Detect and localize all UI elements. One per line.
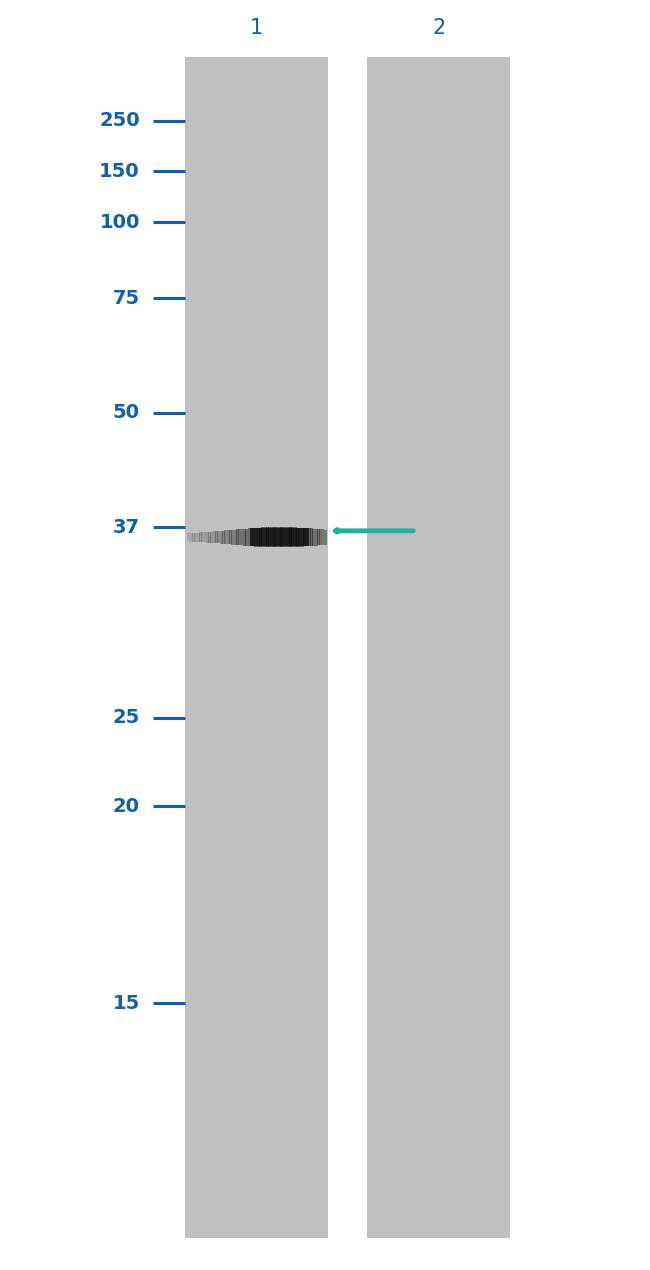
Bar bbox=[222, 531, 225, 544]
Bar bbox=[259, 527, 262, 547]
Bar bbox=[190, 533, 192, 541]
Bar bbox=[319, 530, 322, 545]
Bar bbox=[215, 531, 218, 544]
Bar bbox=[250, 528, 309, 546]
Bar bbox=[250, 528, 253, 546]
Text: 37: 37 bbox=[112, 518, 140, 536]
Bar bbox=[264, 527, 266, 547]
Bar bbox=[317, 530, 320, 545]
Bar bbox=[310, 528, 313, 546]
Bar bbox=[294, 527, 296, 547]
Bar bbox=[278, 527, 281, 547]
Bar bbox=[202, 532, 204, 542]
Bar bbox=[266, 527, 269, 547]
Bar bbox=[194, 532, 197, 542]
Bar bbox=[306, 528, 308, 546]
Bar bbox=[208, 532, 211, 542]
Text: 75: 75 bbox=[112, 290, 140, 307]
Bar bbox=[296, 527, 299, 547]
Bar bbox=[231, 530, 234, 545]
Bar bbox=[240, 530, 244, 545]
Text: 15: 15 bbox=[112, 994, 140, 1012]
Bar bbox=[324, 530, 327, 545]
Bar bbox=[291, 527, 294, 547]
Text: 1: 1 bbox=[250, 18, 263, 38]
Bar bbox=[282, 527, 285, 547]
Bar bbox=[236, 530, 239, 545]
Bar bbox=[199, 532, 202, 542]
Bar bbox=[273, 527, 276, 547]
Bar bbox=[301, 528, 304, 546]
Bar bbox=[270, 527, 274, 547]
Bar bbox=[233, 530, 237, 545]
Bar bbox=[285, 527, 287, 547]
Bar bbox=[257, 528, 260, 546]
Bar bbox=[220, 531, 223, 544]
Bar bbox=[315, 528, 318, 546]
Text: 50: 50 bbox=[112, 404, 140, 422]
Bar bbox=[276, 527, 278, 547]
Text: 100: 100 bbox=[99, 213, 140, 231]
Bar bbox=[243, 528, 246, 546]
Bar bbox=[268, 527, 271, 547]
Bar bbox=[211, 532, 213, 542]
Bar bbox=[206, 532, 209, 542]
Bar bbox=[254, 528, 257, 546]
Bar bbox=[248, 528, 250, 546]
Bar bbox=[187, 533, 190, 541]
Text: 150: 150 bbox=[99, 163, 140, 180]
Bar bbox=[303, 528, 306, 546]
Bar bbox=[213, 531, 216, 544]
Bar bbox=[196, 532, 200, 542]
Text: 20: 20 bbox=[112, 798, 140, 815]
Bar bbox=[312, 528, 315, 546]
Bar bbox=[227, 530, 229, 545]
Bar bbox=[252, 528, 255, 546]
Bar bbox=[218, 531, 220, 544]
Bar bbox=[298, 527, 302, 547]
Bar bbox=[367, 57, 510, 1238]
Bar bbox=[185, 57, 328, 1238]
Bar bbox=[192, 533, 195, 541]
Text: 250: 250 bbox=[99, 112, 140, 130]
Bar bbox=[261, 527, 265, 547]
Bar bbox=[229, 530, 232, 545]
Text: 25: 25 bbox=[112, 709, 140, 726]
Bar bbox=[322, 530, 324, 545]
Bar bbox=[280, 527, 283, 547]
Bar bbox=[239, 530, 241, 545]
Bar bbox=[224, 531, 227, 544]
Bar bbox=[289, 527, 292, 547]
Bar bbox=[307, 528, 311, 546]
Bar bbox=[203, 532, 207, 542]
Bar bbox=[245, 528, 248, 546]
Bar bbox=[287, 527, 290, 547]
Text: 2: 2 bbox=[432, 18, 445, 38]
